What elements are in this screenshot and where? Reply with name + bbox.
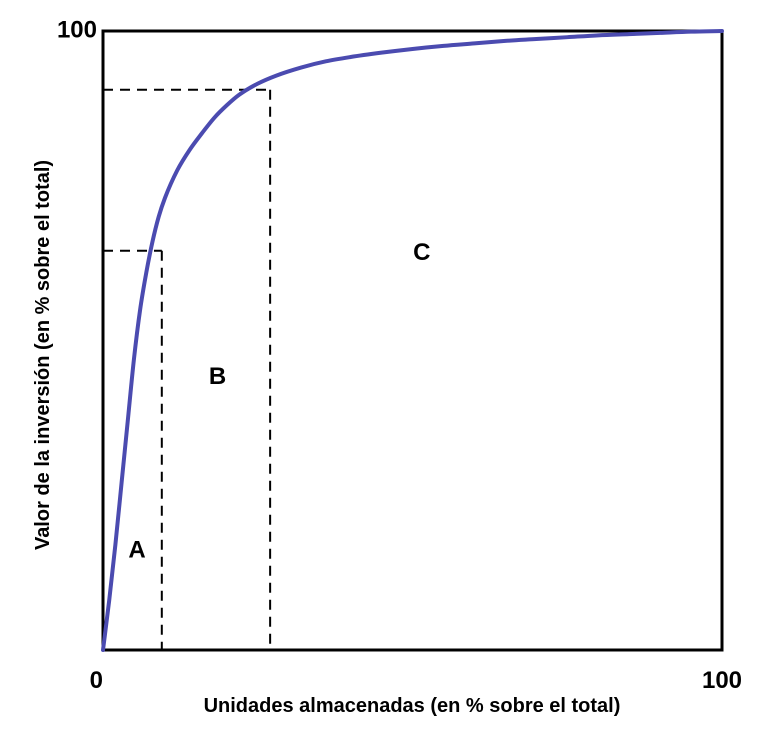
zone-label-c: C bbox=[413, 239, 430, 266]
y-tick-label-100: 100 bbox=[57, 16, 97, 43]
abc-curve-line bbox=[101, 29, 724, 652]
x-tick-label-100: 100 bbox=[702, 667, 742, 694]
zone-label-a: A bbox=[128, 536, 145, 563]
axis-ticks: 0 100 100 bbox=[57, 16, 742, 694]
zone-labels: A B C bbox=[128, 239, 430, 563]
y-axis-label: Valor de la inversión (en % sobre el tot… bbox=[32, 160, 54, 550]
zone-label-b: B bbox=[209, 363, 226, 390]
x-tick-label-0: 0 bbox=[90, 667, 103, 694]
divider-lines bbox=[103, 88, 272, 650]
plot-frame bbox=[101, 29, 724, 652]
x-axis-label: Unidades almacenadas (en % sobre el tota… bbox=[204, 695, 621, 717]
